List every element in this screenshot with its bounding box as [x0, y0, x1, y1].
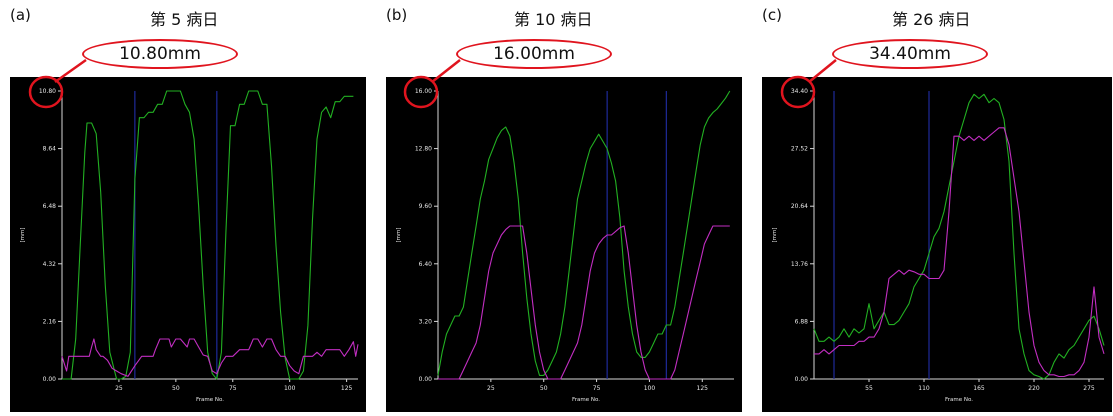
series-magenta-line	[814, 127, 1105, 378]
y-tick-label: 6.40	[419, 261, 433, 268]
y-tick-label: 34.40	[791, 88, 808, 95]
y-tick-label: 20.64	[791, 203, 808, 210]
x-tick-label: 50	[172, 385, 180, 392]
y-tick-label: 16.00	[415, 88, 432, 95]
panel-b-highlight-circle	[403, 75, 439, 109]
x-axis-label: Frame No.	[945, 397, 973, 403]
panel-c-highlight-circle	[780, 75, 816, 109]
series-magenta-line	[61, 338, 359, 377]
x-tick-label: 75	[229, 385, 237, 392]
x-tick-label: 100	[644, 385, 656, 392]
panel-b-callout: 16.00mm	[456, 39, 612, 69]
x-tick-label: 165	[973, 385, 985, 392]
y-axis-label: [mm]	[396, 227, 402, 242]
y-tick-label: 8.64	[43, 146, 57, 153]
panel-b-letter: (b)	[386, 6, 408, 24]
x-tick-label: 100	[284, 385, 296, 392]
panel-c-plot: 0.00 6.88 13.76 20.64 27.52 34.40 55 110 165 220 2…	[762, 77, 1112, 412]
y-tick-label: 0.00	[795, 376, 809, 383]
y-tick-label: 12.80	[415, 146, 432, 153]
series-green-line	[437, 90, 731, 376]
x-tick-label: 125	[341, 385, 353, 392]
panel-a-leader-line	[54, 58, 87, 84]
panel-b-plot: 0.00 3.20 6.40 9.60 12.80 16.00 25 50 75 100 125 Fr…	[386, 77, 742, 412]
panel-a-plot: 0.00 2.16 4.32 6.48 8.64 10.80 25 50 75 100 125 Fra…	[10, 77, 366, 412]
x-tick-label: 25	[115, 385, 123, 392]
x-tick-label: 125	[697, 385, 709, 392]
panel-c-chart: 0.00 6.88 13.76 20.64 27.52 34.40 55 110 165 220 2…	[772, 88, 1105, 403]
y-tick-label: 2.16	[43, 318, 57, 325]
x-tick-label: 75	[593, 385, 601, 392]
panel-c-leader-line	[808, 59, 837, 83]
panel-b-chart: 0.00 3.20 6.40 9.60 12.80 16.00 25 50 75 100 125 Fr…	[396, 88, 734, 403]
x-axis-label: Frame No.	[572, 397, 600, 403]
panel-a-letter: (a)	[10, 6, 31, 24]
x-tick-label: 55	[865, 385, 873, 392]
y-tick-label: 9.60	[419, 203, 433, 210]
panel-c-callout: 34.40mm	[832, 39, 988, 69]
panel-c-title: 第 26 病日	[892, 10, 971, 29]
x-tick-label: 50	[540, 385, 548, 392]
y-tick-label: 10.80	[39, 88, 56, 95]
panel-b-title: 第 10 病日	[514, 10, 593, 29]
x-tick-label: 25	[487, 385, 495, 392]
panel-a-callout: 10.80mm	[82, 39, 238, 69]
y-tick-label: 27.52	[791, 146, 808, 153]
y-axis-label: [mm]	[20, 227, 26, 242]
y-tick-label: 3.20	[419, 318, 433, 325]
x-tick-label: 220	[1028, 385, 1040, 392]
y-tick-label: 6.48	[43, 203, 57, 210]
panel-a-chart: 0.00 2.16 4.32 6.48 8.64 10.80 25 50 75 100 125 Fra…	[20, 88, 359, 403]
y-tick-label: 0.00	[419, 376, 433, 383]
y-axis-label: [mm]	[772, 227, 778, 242]
panel-a-title: 第 5 病日	[150, 10, 219, 29]
y-tick-label: 13.76	[791, 261, 808, 268]
x-axis-label: Frame No.	[196, 397, 224, 403]
x-tick-label: 275	[1083, 385, 1095, 392]
y-tick-label: 4.32	[43, 261, 57, 268]
panel-a-highlight-circle	[28, 75, 64, 109]
panel-c-letter: (c)	[762, 6, 782, 24]
y-tick-label: 0.00	[43, 376, 57, 383]
x-tick-label: 110	[918, 385, 930, 392]
panel-b-leader-line	[431, 59, 461, 83]
series-magenta-line	[438, 225, 730, 380]
y-tick-label: 6.88	[795, 318, 809, 325]
